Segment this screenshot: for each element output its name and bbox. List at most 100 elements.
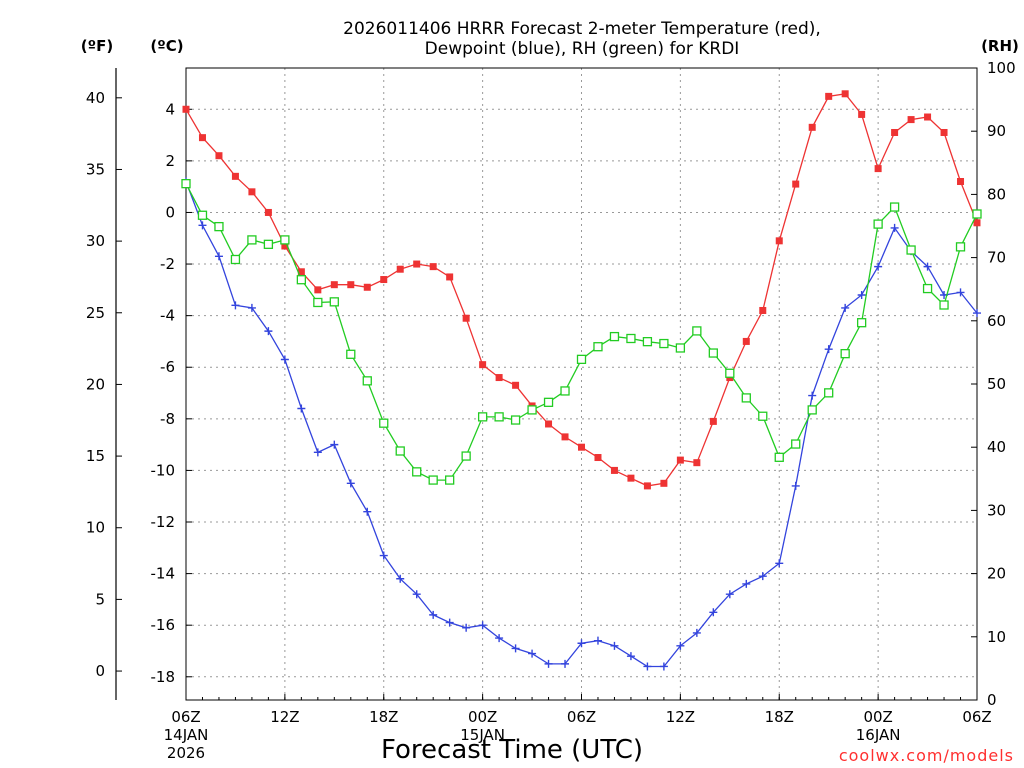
dewpoint-point — [264, 327, 273, 336]
rh-tick-label: 30 — [987, 501, 1006, 519]
dewpoint-point — [874, 262, 883, 271]
temperature-point — [413, 260, 421, 268]
dewpoint-point — [297, 404, 306, 413]
rh-point — [692, 326, 702, 336]
rh-tick-label: 50 — [987, 375, 1006, 393]
temperature-point — [610, 466, 618, 474]
x-tick-label: 06Z — [962, 708, 991, 726]
series-layer — [181, 90, 982, 671]
rh-unit-label: (RH) — [981, 37, 1019, 55]
temperature-point — [709, 417, 717, 425]
celsius-tick-label: 2 — [165, 152, 175, 170]
rh-point — [313, 297, 323, 308]
temperature-point — [627, 474, 635, 482]
dewpoint-point — [890, 223, 899, 232]
rh-point — [807, 405, 817, 415]
temperature-point — [676, 456, 684, 464]
temperature-point — [545, 420, 553, 428]
temperature-point — [858, 110, 866, 118]
rh-point — [758, 411, 768, 421]
celsius-unit-label: (ºC) — [150, 37, 183, 55]
dewpoint-point — [808, 391, 817, 400]
temperature-point — [182, 105, 190, 113]
celsius-tick-label: -4 — [160, 307, 175, 325]
dewpoint-point — [593, 636, 602, 645]
rh-point — [412, 467, 422, 477]
dewpoint-point — [610, 641, 619, 650]
rh-point — [477, 412, 488, 422]
rh-point — [543, 397, 554, 407]
dewpoint-point — [280, 355, 289, 364]
temperature-point — [396, 265, 404, 273]
dewpoint-point — [758, 572, 767, 581]
rh-tick-label: 0 — [987, 691, 997, 709]
dewpoint-point — [643, 662, 652, 671]
dewpoint-point — [709, 608, 718, 617]
rh-point — [181, 179, 191, 189]
celsius-tick-label: -6 — [160, 358, 175, 376]
dewpoint-point — [478, 621, 487, 630]
dewpoint-point — [429, 610, 438, 619]
temperature-point — [281, 242, 289, 250]
celsius-tick-label: -2 — [160, 255, 175, 273]
rh-point — [445, 475, 455, 485]
x-tick-label: 18Z — [765, 708, 794, 726]
fahrenheit-unit-label: (ºF) — [81, 37, 113, 55]
rh-point — [675, 343, 686, 353]
temperature-point — [512, 381, 520, 389]
dewpoint-point — [396, 574, 405, 583]
temperature-point — [264, 208, 272, 216]
rh-point — [939, 300, 949, 310]
rh-point — [527, 405, 537, 415]
axes: 420-2-4-6-8-10-12-14-16-1806Z14JAN202612… — [86, 59, 1016, 762]
rh-point — [906, 245, 916, 255]
rh-point — [873, 219, 883, 229]
temperature-point — [363, 283, 371, 291]
temperature-point — [446, 273, 454, 281]
rh-point — [840, 349, 850, 359]
chart-title-line-2: Dewpoint (blue), RH (green) for KRDI — [425, 39, 740, 59]
rh-point — [395, 446, 405, 456]
dewpoint-point — [676, 641, 685, 650]
rh-point — [461, 451, 471, 461]
temperature-point — [347, 281, 355, 289]
dewpoint-point — [247, 303, 256, 312]
temperature-point — [742, 337, 750, 345]
rh-tick-label: 90 — [987, 122, 1006, 140]
rh-point — [626, 333, 636, 344]
celsius-tick-label: -12 — [151, 513, 176, 531]
rh-point — [955, 242, 966, 252]
rh-tick-label: 100 — [987, 59, 1016, 77]
temperature-point — [429, 263, 437, 271]
rh-point — [346, 349, 356, 359]
x-tick-label: 06Z — [567, 708, 596, 726]
x-date-label: 16JAN — [856, 726, 901, 744]
rh-tick-label: 40 — [987, 438, 1006, 456]
temperature-point — [907, 116, 915, 124]
celsius-tick-label: -8 — [160, 410, 175, 428]
rh-tick-label: 80 — [987, 185, 1006, 203]
temperature-point — [957, 178, 965, 186]
rh-point — [791, 439, 801, 449]
temperature-point — [479, 361, 487, 369]
temperature-point — [594, 454, 602, 462]
dewpoint-point — [511, 644, 520, 653]
rh-point — [922, 283, 933, 294]
dewpoint-point — [775, 559, 784, 568]
x-date-label: 15JAN — [460, 726, 505, 744]
dewpoint-point — [659, 662, 668, 671]
dewpoint-point — [346, 479, 355, 488]
temperature-point — [940, 128, 948, 136]
dewpoint-point — [561, 659, 570, 668]
dewpoint-point — [214, 252, 223, 261]
temperature-point — [248, 188, 256, 196]
fahrenheit-tick-label: 20 — [86, 375, 105, 393]
temperature-point — [231, 172, 239, 180]
temperature-point — [578, 443, 585, 451]
x-tick-label: 00Z — [863, 708, 892, 726]
x-date-label: 14JAN — [164, 726, 209, 744]
dewpoint-point — [363, 507, 372, 516]
fahrenheit-tick-label: 5 — [95, 590, 105, 608]
temperature-point — [198, 134, 206, 142]
